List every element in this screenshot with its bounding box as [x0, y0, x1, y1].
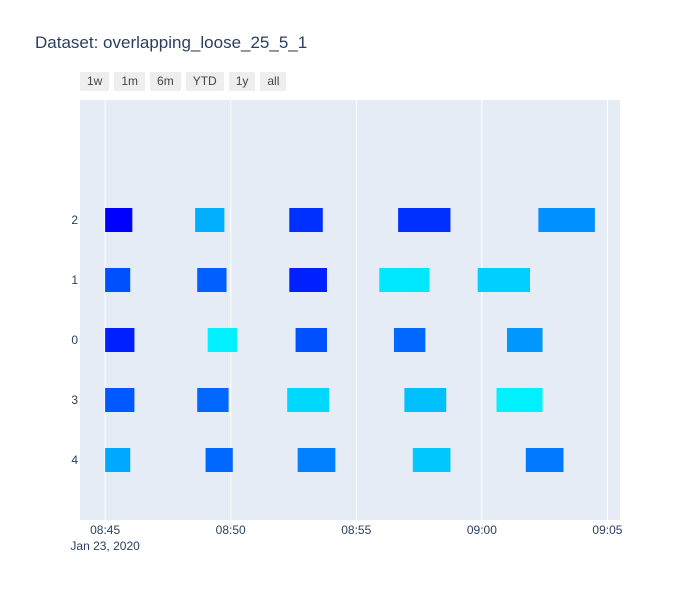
task-bar[interactable] [538, 208, 595, 232]
range-button-1m[interactable]: 1m [114, 72, 146, 91]
task-bar[interactable] [195, 208, 225, 232]
chart-title: Dataset: overlapping_loose_25_5_1 [35, 33, 308, 52]
task-bar[interactable] [287, 388, 330, 412]
task-bar[interactable] [105, 208, 133, 232]
task-bar[interactable] [496, 388, 543, 412]
range-button-6m[interactable]: 6m [150, 72, 181, 91]
y-axis: 2 1 0 3 4 [71, 213, 78, 467]
x-tick-sublabel: Jan 23, 2020 [70, 539, 140, 553]
task-bar[interactable] [289, 208, 323, 232]
task-bar[interactable] [393, 328, 426, 352]
range-button-1w[interactable]: 1w [80, 72, 110, 91]
range-button-all[interactable]: all [260, 72, 287, 91]
task-bar[interactable] [205, 448, 233, 472]
y-tick-label: 4 [71, 453, 78, 467]
x-tick-label: 08:50 [216, 523, 246, 537]
task-bar[interactable] [105, 448, 131, 472]
y-tick-label: 0 [71, 333, 78, 347]
task-bar[interactable] [412, 448, 451, 472]
x-tick-label: 09:00 [467, 523, 497, 537]
task-bar[interactable] [297, 448, 336, 472]
task-bar[interactable] [105, 388, 135, 412]
task-bar[interactable] [197, 268, 227, 292]
x-tick-label: 08:45 [90, 523, 120, 537]
task-bar[interactable] [506, 328, 543, 352]
range-button-1y[interactable]: 1y [228, 72, 256, 91]
x-axis: 08:45 Jan 23, 2020 08:50 08:55 09:00 09:05 [70, 523, 622, 553]
task-bar[interactable] [289, 268, 327, 292]
task-bar[interactable] [207, 328, 237, 352]
task-bars [105, 208, 595, 472]
y-tick-label: 3 [71, 393, 78, 407]
x-tick-label: 09:05 [592, 523, 622, 537]
range-selector: 1w 1m 6m YTD 1y all [80, 72, 287, 91]
y-tick-label: 2 [71, 213, 78, 227]
task-bar[interactable] [398, 208, 451, 232]
task-bar[interactable] [379, 268, 430, 292]
task-bar[interactable] [295, 328, 327, 352]
task-bar[interactable] [525, 448, 564, 472]
task-bar[interactable] [105, 268, 131, 292]
range-button-ytd[interactable]: YTD [185, 72, 224, 91]
task-bar[interactable] [197, 388, 229, 412]
task-bar[interactable] [477, 268, 530, 292]
task-bar[interactable] [105, 328, 135, 352]
y-tick-label: 1 [71, 273, 78, 287]
x-tick-label: 08:55 [341, 523, 371, 537]
task-bar[interactable] [404, 388, 447, 412]
